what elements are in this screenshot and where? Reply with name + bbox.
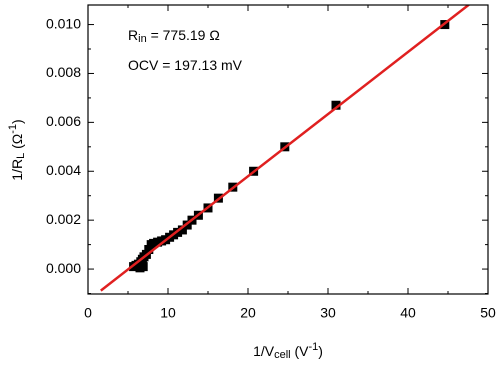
label-part: OCV = 197.13 mV bbox=[128, 57, 243, 73]
label-part: 1/R bbox=[9, 159, 25, 181]
y-tick-label: 0.006 bbox=[46, 113, 81, 129]
label-part: ) bbox=[318, 343, 323, 359]
y-axis-label: 1/RL (Ω-1) bbox=[7, 119, 27, 180]
x-tick-label: 30 bbox=[320, 305, 336, 321]
y-tick-label: 0.010 bbox=[46, 15, 81, 31]
data-point bbox=[138, 262, 148, 272]
data-point bbox=[177, 225, 187, 235]
label-part: -1 bbox=[308, 341, 318, 353]
annotation: OCV = 197.13 mV bbox=[128, 57, 243, 73]
y-tick-label: 0.002 bbox=[46, 211, 81, 227]
label-part: (V bbox=[291, 343, 310, 359]
data-point bbox=[144, 245, 154, 255]
x-tick-label: 10 bbox=[160, 305, 176, 321]
label-part: cell bbox=[274, 349, 291, 361]
fit-line bbox=[100, 5, 470, 292]
label-part: R bbox=[128, 27, 138, 43]
label-part: ) bbox=[9, 119, 25, 124]
y-tick-label: 0.008 bbox=[46, 64, 81, 80]
x-tick-label: 50 bbox=[480, 305, 496, 321]
plot-frame bbox=[87, 4, 489, 295]
annotation: Rin = 775.19 Ω bbox=[128, 27, 220, 46]
data-point bbox=[146, 240, 156, 250]
x-tick-label: 20 bbox=[240, 305, 256, 321]
label-part: -1 bbox=[7, 124, 19, 134]
label-part: L bbox=[15, 153, 27, 159]
label-part: 1/V bbox=[253, 343, 275, 359]
label-part: (Ω bbox=[9, 134, 25, 153]
label-part: = 775.19 Ω bbox=[147, 27, 220, 43]
y-tick-label: 0.004 bbox=[46, 162, 81, 178]
data-point bbox=[331, 100, 341, 110]
x-tick-label: 0 bbox=[84, 305, 92, 321]
y-tick-label: 0.000 bbox=[46, 260, 81, 276]
x-tick-label: 40 bbox=[400, 305, 416, 321]
x-axis-label: 1/Vcell (V-1) bbox=[253, 341, 323, 361]
label-part: in bbox=[138, 33, 147, 45]
